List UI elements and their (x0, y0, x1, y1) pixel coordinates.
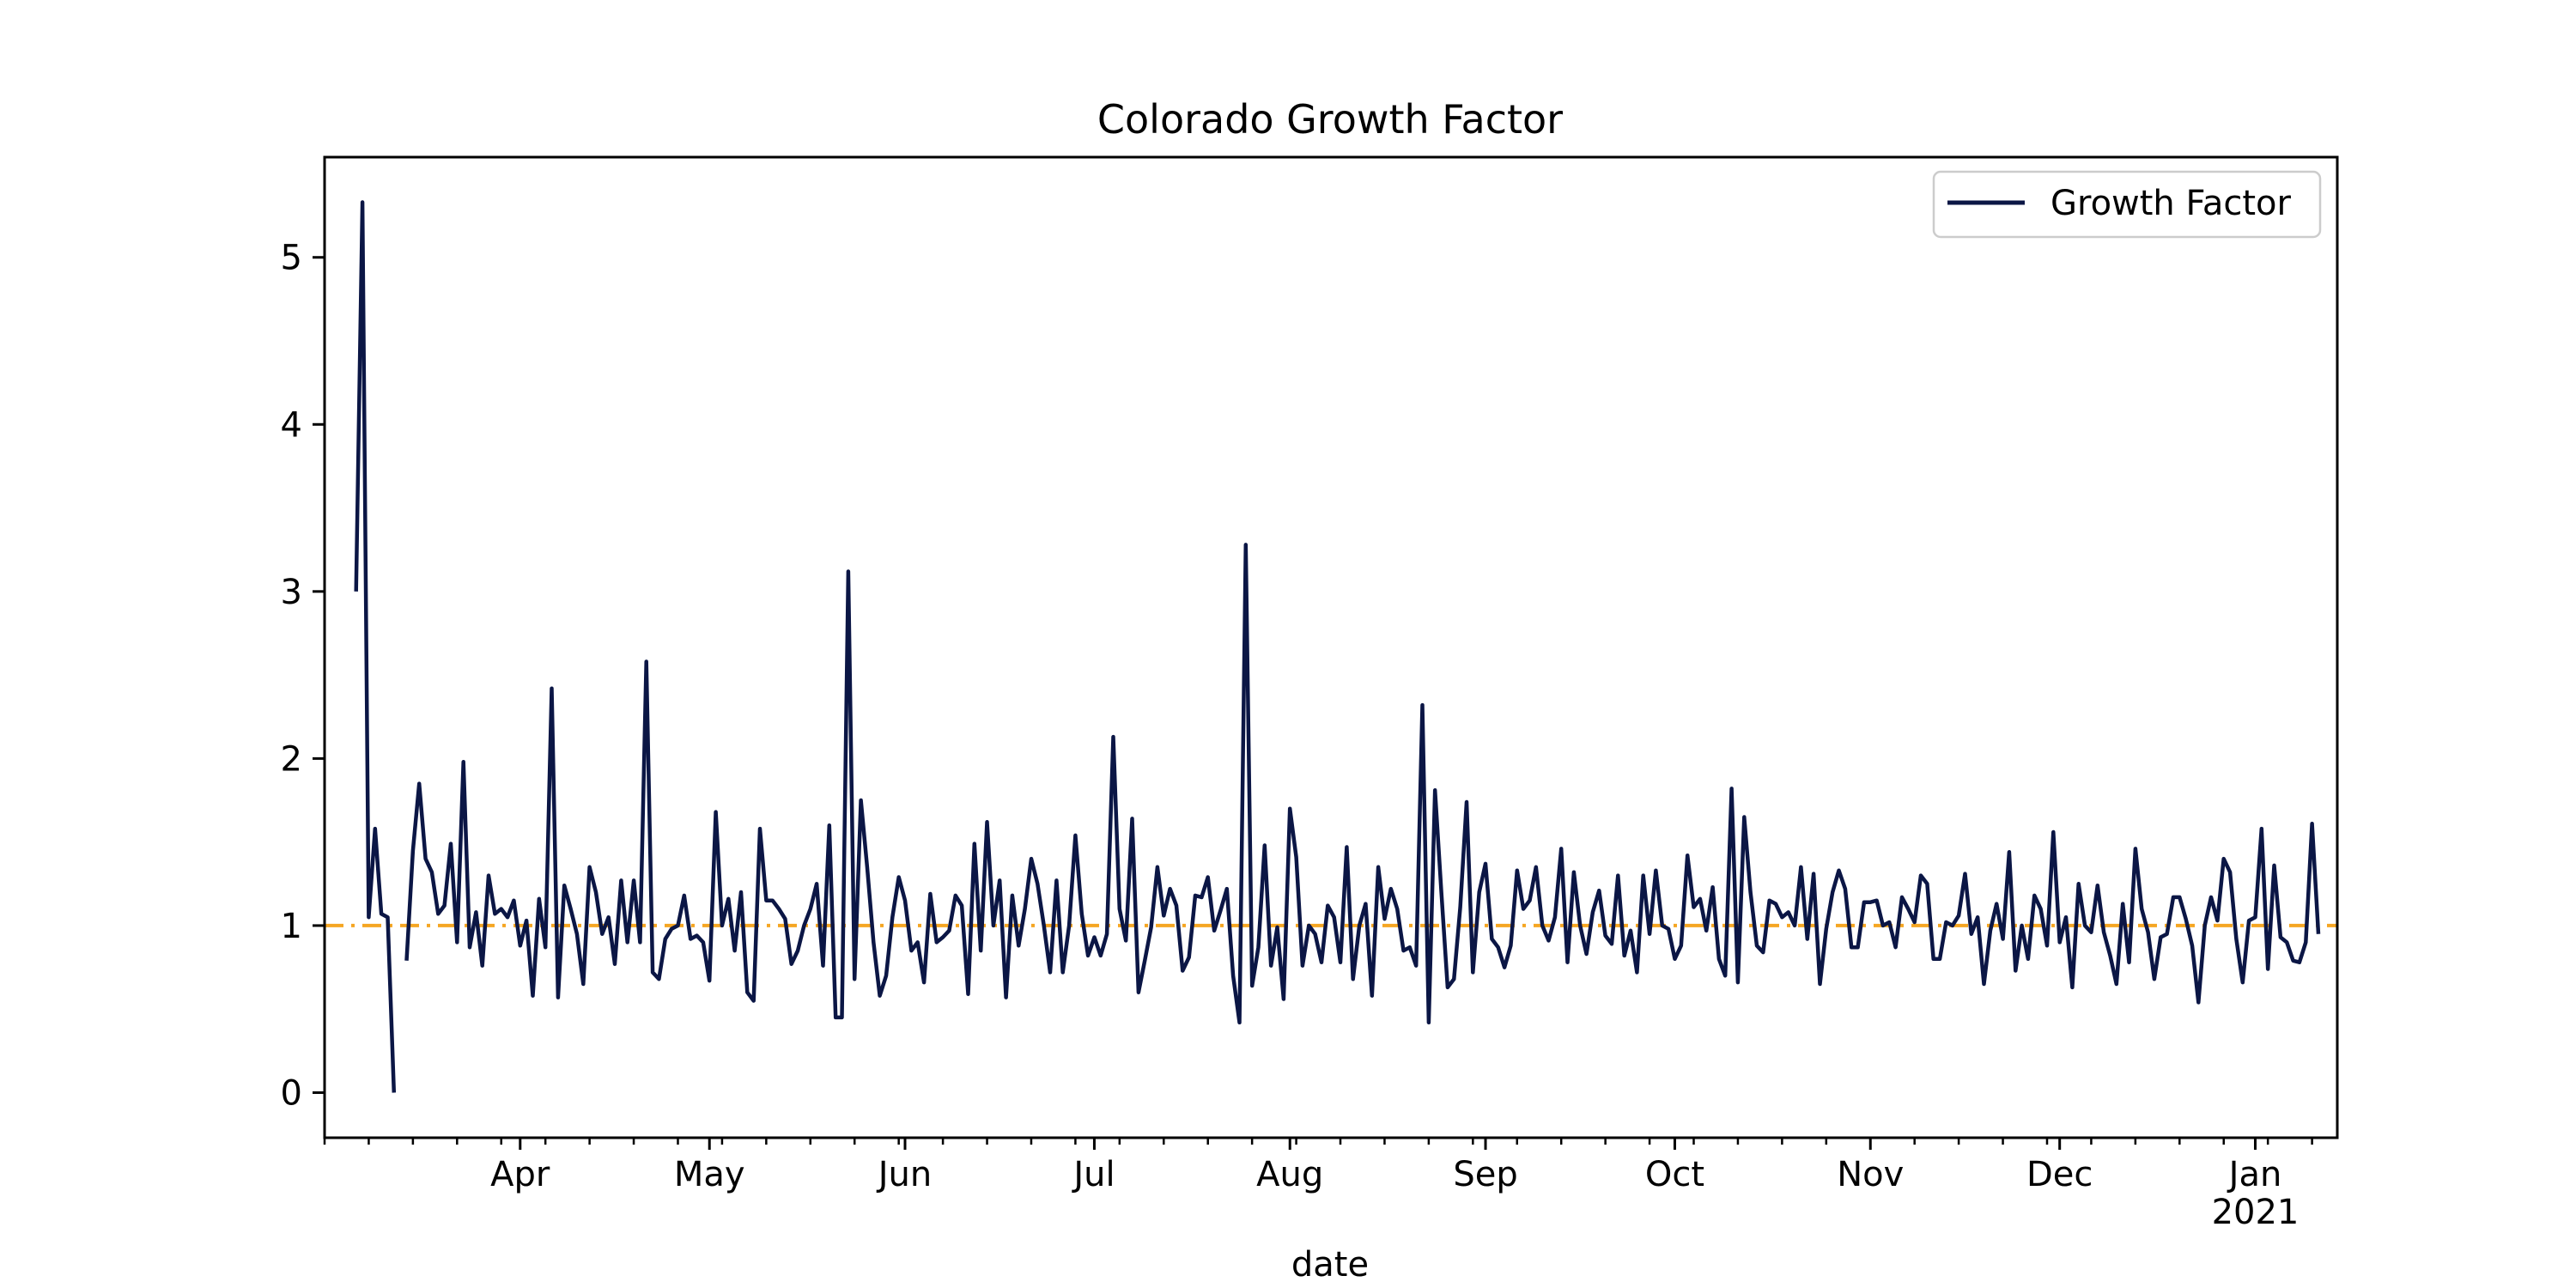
legend-label: Growth Factor (2050, 184, 2291, 223)
x-tick-label: Dec (2026, 1155, 2093, 1194)
x-tick-label: Oct (1645, 1155, 1704, 1194)
legend: Growth Factor (1932, 170, 2322, 239)
y-tick-label: 5 (281, 239, 302, 278)
x-tick-label: Sep (1453, 1155, 1517, 1194)
x-tick-label: Jun (876, 1155, 933, 1194)
x-tick-sublabel: 2021 (2212, 1193, 2300, 1232)
y-tick-label: 1 (281, 907, 302, 946)
y-tick-label: 0 (281, 1073, 302, 1113)
x-tick-label: Apr (490, 1155, 550, 1194)
x-tick-label: Jul (1071, 1155, 1115, 1194)
series-line-growth-factor (354, 200, 2321, 1093)
plot-frame (323, 155, 2339, 1139)
y-tick-label: 2 (281, 739, 302, 779)
chart-title: Colorado Growth Factor (1097, 96, 1563, 143)
y-axis: 0 1 2 3 4 5 (281, 239, 325, 1113)
x-tick-label: Nov (1837, 1155, 1904, 1194)
x-tick-label: May (674, 1155, 745, 1194)
y-tick-label: 4 (281, 405, 302, 445)
legend-box (1932, 170, 2322, 239)
y-tick-label: 3 (281, 573, 302, 612)
x-axis-label: date (1291, 1245, 1369, 1285)
x-tick-label: Jan (2227, 1155, 2282, 1194)
x-tick-label: Aug (1256, 1155, 1323, 1194)
plot-area (323, 155, 2339, 1139)
